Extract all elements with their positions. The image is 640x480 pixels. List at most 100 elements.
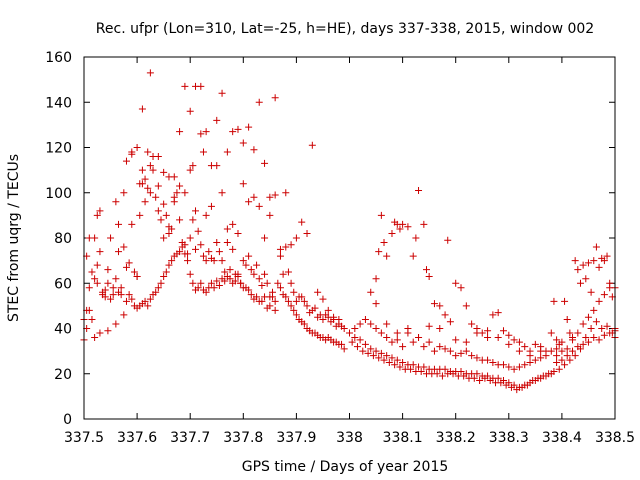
data-point (505, 340, 513, 348)
data-point (136, 211, 144, 219)
data-point (162, 211, 170, 219)
data-point (388, 338, 396, 346)
data-point (481, 374, 489, 382)
data-point (112, 275, 120, 283)
data-point (452, 279, 460, 287)
data-point (170, 193, 178, 201)
data-point (93, 261, 101, 269)
data-point (290, 306, 298, 314)
data-point (553, 336, 561, 344)
data-point (510, 336, 518, 344)
data-point (340, 325, 348, 332)
y-tick-label: 40 (54, 322, 72, 338)
data-point (91, 234, 99, 242)
data-point (247, 291, 255, 299)
data-point (587, 288, 595, 296)
data-point (250, 193, 258, 201)
data-point (197, 241, 205, 249)
data-point (417, 367, 425, 375)
data-point (202, 128, 210, 136)
data-point (197, 279, 205, 287)
data-point (521, 343, 529, 351)
data-point (128, 148, 136, 156)
data-point (223, 148, 231, 156)
x-tick-label: 338 (336, 430, 363, 446)
data-point (502, 381, 510, 389)
data-point (120, 311, 128, 319)
data-point (160, 200, 168, 208)
data-point (88, 268, 96, 276)
data-point (192, 245, 200, 253)
data-point (505, 363, 513, 371)
data-point (226, 266, 234, 274)
data-point (128, 220, 136, 228)
data-point (298, 218, 306, 226)
data-point (476, 377, 484, 385)
data-point (133, 144, 141, 151)
data-point (162, 268, 170, 276)
data-point (430, 347, 438, 355)
data-point (215, 282, 223, 290)
data-point (189, 216, 197, 224)
data-point (531, 340, 539, 348)
y-tick-label: 20 (54, 367, 72, 383)
data-point (553, 358, 561, 366)
data-point (372, 300, 380, 308)
data-point (88, 315, 96, 323)
data-point (221, 268, 229, 276)
data-point (266, 293, 274, 301)
data-point (160, 272, 168, 280)
data-point (253, 261, 261, 269)
y-axis-label: STEC from uqrg / TECUs (6, 154, 22, 322)
data-point (207, 162, 215, 170)
data-point (303, 302, 311, 310)
data-point (507, 383, 515, 391)
data-point (600, 257, 608, 265)
data-point (356, 336, 364, 344)
data-point (261, 270, 269, 278)
data-point (154, 182, 162, 190)
data-point (245, 252, 253, 260)
data-point (553, 352, 561, 360)
data-point (582, 334, 590, 342)
data-point (242, 261, 250, 269)
data-point (484, 327, 492, 335)
x-tick-label: 337.6 (117, 430, 157, 446)
data-point (287, 241, 295, 249)
y-tick-label: 0 (63, 412, 72, 428)
data-point (486, 377, 494, 385)
data-point (199, 252, 207, 260)
data-point (571, 257, 579, 265)
data-point (165, 229, 173, 237)
x-tick-label: 338.4 (542, 430, 582, 446)
data-point (348, 338, 356, 346)
data-point (107, 295, 115, 303)
data-point (122, 157, 130, 165)
axis-ticks: 337.5 337.6 337.7 337.8 337.9 338 338.1 338.2 33… (45, 50, 635, 446)
data-point (99, 288, 107, 296)
data-point (470, 374, 478, 382)
data-point (160, 234, 168, 242)
data-point (338, 340, 346, 348)
data-point (361, 315, 369, 323)
data-point (109, 291, 117, 299)
data-point (274, 279, 282, 287)
data-point (253, 293, 261, 301)
data-point (218, 89, 226, 97)
data-point (380, 356, 388, 364)
data-point (300, 297, 308, 305)
data-point (146, 69, 154, 77)
data-point (505, 331, 513, 339)
data-point (215, 248, 223, 256)
data-point (261, 159, 269, 167)
data-point (189, 162, 197, 170)
data-point (290, 288, 298, 296)
data-point (85, 284, 93, 292)
data-point (473, 329, 481, 337)
data-point (229, 128, 237, 136)
data-point (367, 288, 375, 296)
data-point (515, 347, 523, 355)
data-point (189, 279, 197, 287)
data-point (266, 193, 274, 201)
data-point (152, 193, 160, 201)
